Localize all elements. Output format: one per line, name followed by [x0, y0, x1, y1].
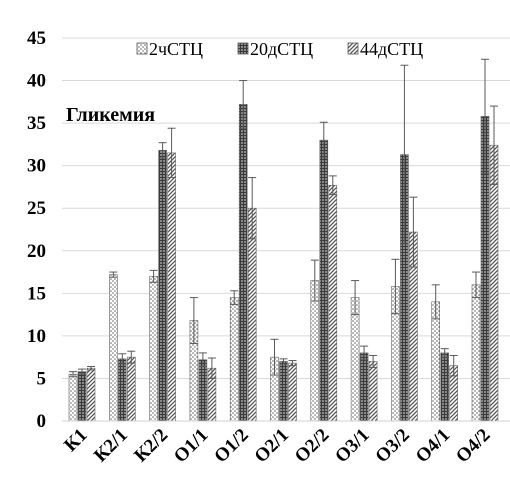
- error-bar: [167, 127, 176, 179]
- bar: [359, 352, 369, 422]
- error-bar: [87, 366, 95, 371]
- error-bar: [369, 354, 378, 368]
- error-bar: [248, 177, 257, 240]
- y-tick-label: 25: [27, 198, 46, 219]
- y-tick-label: 5: [37, 368, 47, 389]
- error-bar: [78, 368, 86, 375]
- legend-label: 20дСТЦ: [250, 39, 313, 59]
- gridlines: [62, 37, 510, 379]
- bar: [288, 362, 297, 422]
- legend: 2чСТЦ 20дСТЦ 44дСТЦ: [136, 39, 423, 59]
- legend-label: 2чСТЦ: [149, 39, 203, 59]
- bar: [431, 301, 441, 422]
- x-tick-label: О3/1: [331, 425, 373, 467]
- y-tick-label: 30: [27, 156, 46, 177]
- error-bar: [288, 360, 297, 367]
- error-bar: [440, 348, 449, 358]
- x-tick-label: К2/1: [90, 425, 132, 467]
- x-tick-label: К2/2: [130, 425, 172, 467]
- error-bar: [319, 121, 328, 159]
- x-tick-label: О1/2: [210, 425, 252, 467]
- x-tick-label: О3/2: [371, 425, 413, 467]
- error-bar: [328, 175, 337, 196]
- legend-swatch-20dSTC: [237, 42, 249, 55]
- error-bar: [69, 371, 77, 378]
- y-axis-ticks: 0 5 10 15 20 25 30 35 40 45: [27, 28, 46, 432]
- legend-item: 44дСТЦ: [347, 39, 423, 59]
- bar: [118, 358, 127, 422]
- bar: [328, 184, 338, 422]
- x-tick-label: О4/1: [412, 425, 454, 467]
- bar: [310, 280, 320, 422]
- bar: [247, 207, 257, 422]
- bar: [86, 367, 96, 422]
- error-bar: [230, 290, 239, 305]
- bar: [198, 359, 208, 422]
- bar: [77, 371, 87, 422]
- bar: [350, 297, 360, 422]
- error-bar: [360, 345, 369, 361]
- error-bar: [270, 338, 279, 376]
- y-tick-label: 35: [27, 113, 46, 134]
- y-tick-label: 0: [37, 411, 47, 432]
- error-bar: [472, 271, 480, 299]
- bar: [68, 373, 78, 422]
- bar: [109, 274, 118, 422]
- legend-label: 44дСТЦ: [360, 39, 423, 59]
- x-tick-label: К1: [60, 425, 91, 456]
- error-bar: [118, 353, 127, 365]
- bar: [149, 276, 158, 422]
- x-tick-label: О4/2: [452, 425, 494, 467]
- legend-swatch-2chSTC: [136, 42, 148, 55]
- error-bar: [239, 80, 248, 129]
- bar: [158, 150, 167, 422]
- error-bar: [207, 357, 216, 379]
- x-tick-label: О2/1: [251, 425, 293, 467]
- bar: [238, 104, 248, 422]
- bar: [319, 139, 329, 422]
- x-tick-label: О2/2: [291, 425, 333, 467]
- error-bar: [158, 142, 167, 159]
- legend-item: 2чСТЦ: [136, 39, 203, 59]
- error-bar: [149, 269, 158, 283]
- y-tick-label: 10: [27, 326, 46, 347]
- error-bar: [449, 354, 458, 377]
- chart-title: Гликемия: [66, 104, 155, 126]
- y-tick-label: 20: [27, 241, 46, 262]
- bar: [279, 361, 288, 422]
- error-bar: [189, 297, 198, 345]
- error-bar: [400, 64, 409, 245]
- error-bar: [127, 350, 136, 364]
- error-bar: [351, 280, 360, 316]
- bar: [368, 361, 378, 422]
- y-tick-label: 45: [27, 28, 46, 49]
- error-bar: [409, 196, 418, 268]
- error-bar: [391, 258, 400, 315]
- error-bar: [490, 105, 498, 185]
- bar: [127, 356, 136, 422]
- bar: [471, 284, 481, 422]
- bar: [489, 144, 499, 422]
- bar: [167, 152, 176, 422]
- y-tick-label: 40: [27, 71, 46, 92]
- error-bar: [431, 284, 440, 320]
- error-bar: [310, 259, 319, 302]
- error-bar: [109, 271, 118, 278]
- x-tick-label: О1/1: [170, 425, 212, 467]
- error-bar: [481, 58, 489, 174]
- bars: [68, 58, 499, 422]
- error-bar: [198, 352, 207, 368]
- legend-item: 20дСТЦ: [237, 39, 313, 59]
- legend-swatch-44dSTC: [347, 42, 359, 55]
- bar: [229, 297, 239, 422]
- error-bar: [279, 358, 288, 365]
- x-axis-ticks: К1К2/1К2/2О1/1О1/2О2/1О2/2О3/1О3/2О4/1О4…: [60, 425, 494, 467]
- y-tick-label: 15: [27, 283, 46, 304]
- bar: [440, 352, 450, 422]
